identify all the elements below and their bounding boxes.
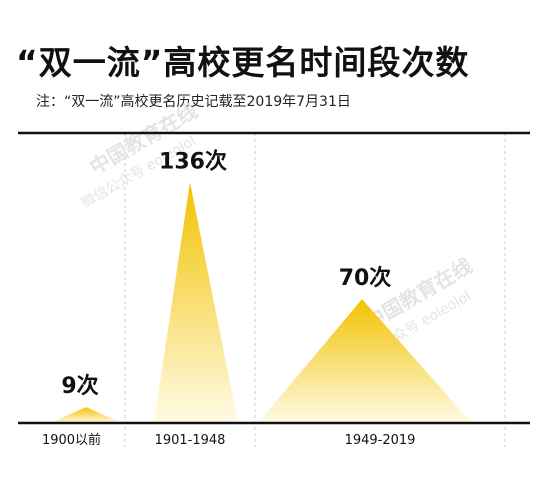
x-tick-label-1: 1901-1948 xyxy=(155,433,226,448)
data-peak-0 xyxy=(50,407,122,423)
data-peak-1 xyxy=(154,182,238,423)
data-label-2: 70次 xyxy=(339,265,392,291)
data-label-0: 9次 xyxy=(61,373,98,399)
chart-note: 注：“双一流”高校更名历史记载至2019年7月31日 xyxy=(36,94,351,110)
data-peak-2 xyxy=(258,299,472,423)
x-tick-label-0: 1900以前 xyxy=(42,432,101,448)
chart-title: “双一流”高校更名时间段次数 xyxy=(16,43,470,82)
axis-layer xyxy=(18,131,530,425)
x-tick-label-2: 1949-2019 xyxy=(345,433,416,448)
mark-layer xyxy=(50,182,472,423)
label-layer: 9次 136次 70次 1900以前 1901-1948 1949-2019 xyxy=(42,148,415,448)
data-label-1: 136次 xyxy=(159,148,227,174)
